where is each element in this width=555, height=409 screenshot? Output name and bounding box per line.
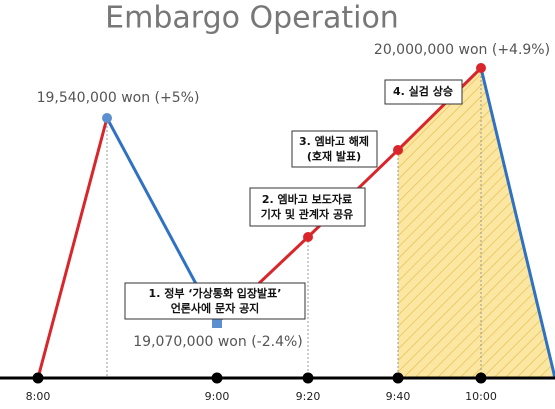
- title: Embargo Operation: [105, 1, 399, 36]
- time-marker: [392, 372, 404, 384]
- step-box: [384, 79, 463, 105]
- step-box: [291, 130, 378, 168]
- time-marker: [32, 372, 44, 384]
- time-label: 9:00: [205, 390, 230, 403]
- time-label: 9:40: [386, 390, 411, 403]
- time-label: 8:00: [26, 390, 51, 403]
- point: [212, 318, 222, 328]
- point: [102, 113, 112, 123]
- price-label: 19,070,000 won (-2.4%): [133, 334, 303, 350]
- step-text: 2. 엠바고 보도자료: [262, 192, 352, 206]
- time-label: 10:00: [465, 390, 497, 403]
- step-text: 언론사에 문자 공지: [171, 301, 260, 315]
- point: [476, 63, 486, 73]
- time-marker: [302, 372, 314, 384]
- step-text: 4. 실검 상승: [393, 84, 453, 98]
- highlight-area: [398, 68, 555, 378]
- price-label: 19,540,000 won (+5%): [37, 90, 200, 106]
- fall-line: [479, 67, 555, 379]
- rise-line: [36, 117, 109, 379]
- step-text: 1. 정부 ‘가상통화 입장발표’: [149, 286, 282, 300]
- point: [393, 145, 403, 155]
- time-marker: [475, 372, 487, 384]
- step-text: 기자 및 관계자 공유: [261, 207, 353, 221]
- time-marker: [211, 372, 223, 384]
- step-box: [249, 187, 366, 227]
- step-box: [124, 282, 306, 320]
- time-label: 9:20: [296, 390, 321, 403]
- point: [303, 232, 313, 242]
- step-text: (호재 발표): [307, 149, 361, 163]
- step-text: 3. 엠바고 해제: [299, 134, 369, 148]
- price-label: 20,000,000 won (+4.9%): [374, 42, 550, 58]
